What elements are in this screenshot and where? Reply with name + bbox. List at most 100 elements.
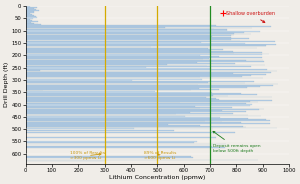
- Bar: [26, 128, 134, 129]
- Bar: [26, 31, 260, 32]
- Bar: [26, 57, 262, 58]
- Bar: [26, 64, 166, 65]
- Bar: [26, 116, 185, 117]
- Bar: [26, 93, 241, 94]
- Bar: [26, 156, 191, 157]
- Text: 89% of Results
>600 ppmw Li: 89% of Results >600 ppmw Li: [144, 151, 176, 160]
- Bar: [26, 22, 32, 23]
- Bar: [26, 122, 241, 123]
- Bar: [26, 124, 168, 125]
- Bar: [26, 42, 201, 43]
- Bar: [26, 14, 32, 15]
- Bar: [26, 91, 155, 92]
- Bar: [26, 123, 270, 124]
- Bar: [26, 13, 30, 14]
- Text: Deposit remains open
below 500ft depth: Deposit remains open below 500ft depth: [213, 131, 260, 153]
- Bar: [26, 24, 38, 25]
- Bar: [26, 111, 245, 112]
- Bar: [26, 6, 30, 7]
- Bar: [26, 11, 34, 12]
- Bar: [26, 43, 245, 44]
- Bar: [26, 36, 212, 37]
- Bar: [26, 73, 233, 74]
- Bar: [26, 146, 212, 147]
- Bar: [26, 44, 276, 45]
- Bar: [26, 83, 245, 84]
- Bar: [26, 70, 40, 71]
- Bar: [26, 47, 257, 48]
- Bar: [26, 125, 200, 126]
- Bar: [26, 24, 41, 25]
- Bar: [26, 88, 199, 89]
- Bar: [26, 113, 233, 114]
- Bar: [26, 86, 260, 87]
- Bar: [26, 51, 233, 52]
- Bar: [26, 119, 266, 120]
- Bar: [26, 147, 225, 148]
- Bar: [26, 84, 198, 85]
- Bar: [26, 65, 265, 66]
- Bar: [26, 26, 271, 27]
- Bar: [26, 81, 254, 82]
- Bar: [26, 12, 34, 13]
- Bar: [26, 126, 243, 127]
- Bar: [26, 8, 34, 9]
- Bar: [26, 105, 250, 106]
- Bar: [26, 85, 272, 86]
- Bar: [26, 120, 270, 121]
- Bar: [26, 142, 194, 143]
- Bar: [26, 106, 195, 107]
- Y-axis label: Drill Depth (ft): Drill Depth (ft): [4, 62, 9, 107]
- Bar: [26, 39, 231, 40]
- Bar: [26, 104, 252, 105]
- Bar: [26, 75, 251, 76]
- Bar: [26, 141, 197, 142]
- Bar: [26, 103, 246, 104]
- Bar: [26, 21, 38, 22]
- Bar: [26, 76, 242, 77]
- Bar: [26, 110, 222, 111]
- Bar: [26, 49, 223, 50]
- Bar: [26, 101, 250, 102]
- Bar: [26, 94, 257, 95]
- Bar: [26, 9, 36, 10]
- Bar: [26, 92, 212, 93]
- Bar: [26, 29, 227, 30]
- Bar: [26, 67, 146, 68]
- X-axis label: Lithium Concentration (ppmw): Lithium Concentration (ppmw): [109, 175, 206, 180]
- Bar: [26, 18, 33, 19]
- Bar: [26, 62, 197, 63]
- Bar: [26, 60, 246, 61]
- Bar: [26, 46, 266, 47]
- Bar: [26, 19, 30, 20]
- Bar: [26, 109, 259, 110]
- Bar: [26, 10, 38, 11]
- Bar: [26, 87, 247, 88]
- Bar: [26, 118, 248, 119]
- Bar: [26, 7, 37, 8]
- Bar: [26, 89, 220, 90]
- Bar: [26, 99, 219, 100]
- Text: 100% of Results
>300 ppmw Li: 100% of Results >300 ppmw Li: [70, 151, 106, 160]
- Bar: [26, 41, 275, 42]
- Bar: [26, 117, 220, 118]
- Bar: [26, 157, 193, 158]
- Bar: [26, 137, 216, 138]
- Bar: [26, 50, 210, 51]
- Bar: [26, 98, 216, 99]
- Bar: [26, 63, 235, 64]
- Bar: [26, 107, 232, 108]
- Bar: [26, 79, 202, 80]
- Bar: [26, 37, 231, 38]
- Bar: [26, 66, 251, 67]
- Bar: [26, 72, 271, 73]
- Bar: [26, 61, 264, 62]
- Bar: [26, 130, 174, 131]
- Bar: [26, 69, 267, 70]
- Bar: [26, 15, 34, 16]
- Bar: [26, 132, 235, 133]
- Bar: [26, 80, 133, 81]
- Bar: [26, 20, 32, 21]
- Bar: [26, 32, 244, 33]
- Bar: [26, 45, 266, 46]
